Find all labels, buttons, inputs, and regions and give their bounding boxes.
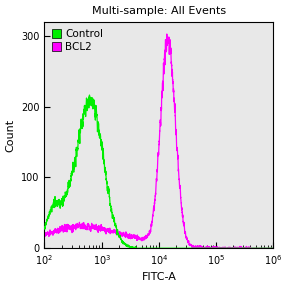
- X-axis label: FITC-A: FITC-A: [141, 272, 176, 283]
- Legend: Control, BCL2: Control, BCL2: [49, 26, 107, 55]
- Title: Multi-sample: All Events: Multi-sample: All Events: [92, 5, 226, 16]
- Y-axis label: Count: Count: [5, 118, 16, 151]
